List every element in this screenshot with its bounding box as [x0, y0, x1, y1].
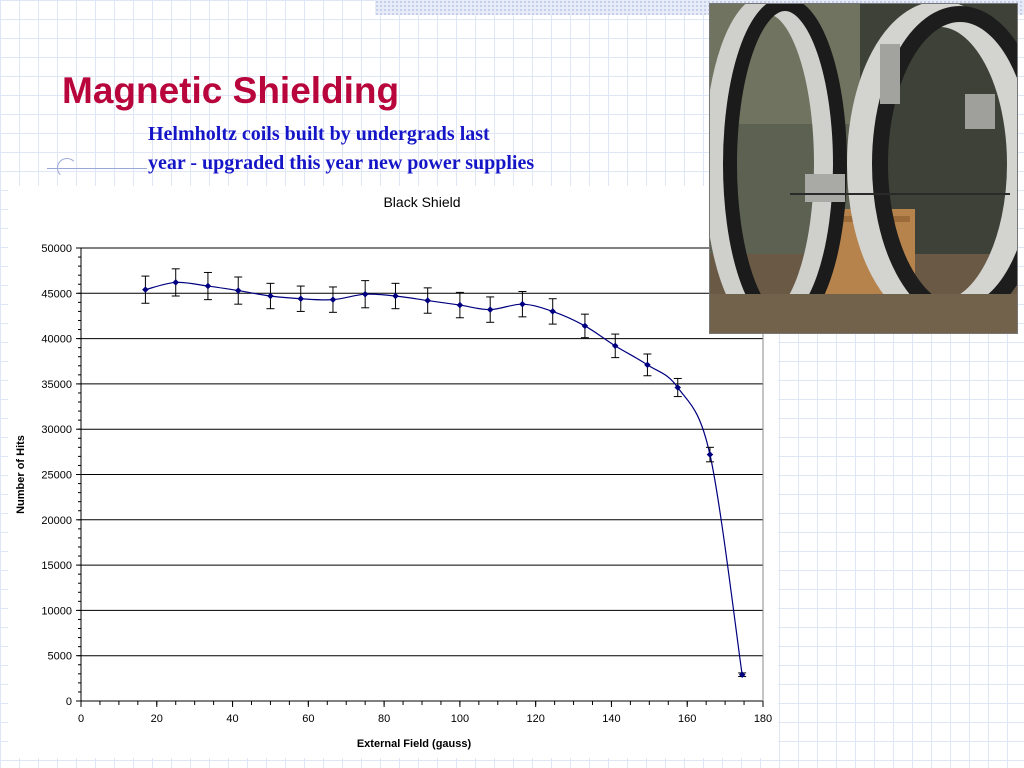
data-point [674, 384, 682, 391]
photo-illustration [710, 4, 1017, 333]
chart-title: Black Shield [383, 194, 460, 210]
data-point [519, 300, 526, 308]
decorative-arc [57, 158, 77, 178]
data-point [706, 451, 714, 458]
x-tick-label: 160 [678, 713, 696, 725]
x-tick-label: 40 [226, 713, 238, 725]
series-line [145, 281, 743, 675]
data-point [486, 306, 494, 313]
y-tick-label: 45000 [41, 288, 72, 300]
y-tick-label: 10000 [41, 605, 72, 617]
x-tick-label: 100 [451, 713, 469, 725]
x-tick-label: 140 [602, 713, 620, 725]
data-point [329, 296, 337, 303]
data-point [142, 286, 149, 294]
subtitle-line-1: Helmholtz coils built by undergrads last [148, 123, 490, 145]
x-tick-label: 80 [378, 713, 390, 725]
data-point [611, 342, 619, 350]
data-point [644, 361, 651, 369]
data-point [172, 279, 180, 286]
y-tick-label: 0 [66, 696, 72, 708]
data-point [549, 308, 557, 315]
y-tick-label: 15000 [41, 560, 72, 572]
data-point [297, 295, 305, 303]
data-point [392, 292, 399, 300]
helmholtz-coils-photo [709, 3, 1018, 334]
data-point [361, 290, 369, 298]
data-point [424, 297, 432, 304]
x-tick-label: 60 [302, 713, 314, 725]
x-tick-label: 20 [151, 713, 163, 725]
x-tick-label: 120 [526, 713, 544, 725]
y-tick-label: 25000 [41, 470, 72, 482]
data-point [456, 301, 464, 309]
x-tick-label: 0 [78, 713, 84, 725]
x-axis-label: External Field (gauss) [357, 738, 472, 750]
subtitle-line-2: year - upgraded this year new power supp… [148, 152, 535, 174]
y-tick-label: 35000 [41, 379, 72, 391]
x-tick-label: 180 [754, 713, 772, 725]
slide-title: Magnetic Shielding [62, 70, 400, 111]
slide-subtitle: Helmholtz coils built by undergrads last… [148, 120, 688, 178]
y-tick-label: 30000 [41, 424, 72, 436]
data-point [738, 671, 746, 679]
y-tick-label: 20000 [41, 515, 72, 527]
black-shield-chart: Black Shield 0 5000 10000 15000 20000 25000 300… [15, 194, 772, 750]
chart-container: Black Shield 0 5000 10000 15000 20000 25000 300… [8, 186, 778, 758]
data-point [581, 322, 589, 330]
decorative-line [47, 168, 147, 169]
data-point [267, 292, 274, 300]
y-axis-label: Number of Hits [15, 435, 27, 514]
data-point [204, 282, 212, 290]
y-tick-label: 40000 [41, 334, 72, 346]
data-point [234, 287, 242, 294]
y-tick-label: 50000 [41, 243, 72, 255]
y-tick-label: 5000 [48, 651, 72, 663]
